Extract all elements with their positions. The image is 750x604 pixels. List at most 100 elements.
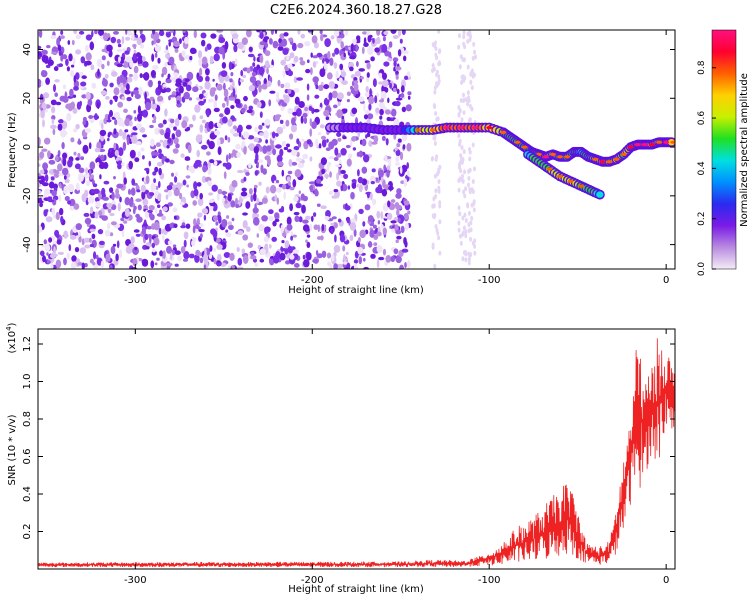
noise-speck: [407, 210, 411, 215]
noise-speck: [218, 75, 225, 84]
noise-speck: [75, 223, 83, 231]
noise-speck: [274, 194, 278, 202]
noise-speck: [78, 235, 82, 243]
noise-speck: [282, 70, 286, 78]
noise-speck: [153, 178, 157, 184]
noise-speck: [282, 48, 289, 55]
noise-speck: [113, 111, 121, 119]
noise-speck: [55, 101, 62, 106]
noise-speck: [399, 38, 403, 44]
noise-speck: [390, 255, 396, 263]
y-tick-label: -20: [22, 188, 33, 204]
noise-speck: [289, 133, 294, 140]
noise-speck: [228, 224, 234, 231]
noise-speck: [132, 44, 137, 48]
noise-speck: [399, 264, 405, 269]
noise-speck: [197, 50, 203, 59]
noise-speck: [123, 220, 128, 224]
noise-speck: [152, 171, 157, 176]
noise-speck: [333, 62, 338, 69]
noise-streak: [431, 244, 435, 250]
noise-streak: [438, 250, 442, 256]
noise-speck: [383, 61, 390, 67]
noise-speck: [103, 180, 110, 185]
noise-speck: [162, 83, 167, 88]
noise-speck: [237, 257, 243, 266]
noise-speck: [229, 252, 235, 261]
noise-speck: [154, 151, 159, 157]
noise-speck: [258, 224, 265, 232]
noise-speck: [89, 243, 94, 248]
noise-speck: [110, 36, 117, 44]
noise-speck: [126, 83, 130, 91]
noise-speck: [387, 57, 392, 61]
noise-speck: [246, 30, 252, 38]
noise-speck: [349, 55, 356, 60]
noise-speck: [258, 124, 263, 130]
noise-speck: [38, 55, 41, 60]
noise-speck: [315, 138, 319, 148]
noise-speck: [293, 88, 300, 94]
x-tick-label: -300: [124, 275, 147, 286]
noise-speck: [363, 114, 369, 120]
noise-speck: [121, 229, 125, 238]
noise-speck: [298, 216, 303, 223]
noise-speck: [363, 154, 370, 163]
noise-speck: [395, 162, 400, 166]
noise-speck: [224, 200, 228, 204]
noise-speck: [136, 123, 142, 130]
noise-speck: [345, 251, 349, 256]
trace-peak: [606, 160, 613, 164]
noise-streak: [471, 179, 475, 184]
noise-speck: [165, 194, 169, 200]
noise-speck: [387, 200, 391, 208]
noise-speck: [339, 234, 346, 243]
noise-speck: [173, 215, 177, 220]
noise-speck: [169, 76, 174, 81]
noise-speck: [288, 181, 291, 186]
noise-speck: [236, 169, 244, 174]
noise-speck: [215, 221, 219, 226]
noise-speck: [183, 239, 187, 248]
noise-speck: [93, 251, 97, 260]
noise-speck: [325, 116, 330, 121]
noise-speck: [289, 52, 295, 59]
noise-speck: [370, 181, 375, 185]
noise-speck: [164, 61, 168, 68]
noise-speck: [320, 205, 327, 209]
noise-speck: [157, 161, 163, 167]
noise-speck: [72, 128, 78, 133]
noise-speck: [40, 82, 44, 87]
noise-speck: [311, 35, 318, 44]
noise-speck: [372, 198, 377, 206]
noise-streak: [457, 205, 461, 211]
noise-speck: [336, 172, 340, 181]
noise-speck: [55, 259, 62, 269]
noise-speck: [390, 30, 397, 34]
noise-speck: [362, 221, 366, 227]
noise-speck: [131, 33, 135, 41]
noise-speck: [363, 37, 367, 45]
noise-speck: [304, 41, 311, 47]
noise-speck: [351, 179, 357, 183]
noise-speck: [137, 55, 141, 65]
noise-speck: [165, 53, 171, 59]
noise-speck: [270, 184, 277, 194]
trace-peak: [514, 140, 521, 144]
noise-speck: [235, 197, 238, 205]
noise-speck: [54, 92, 58, 97]
noise-streak: [437, 179, 441, 185]
noise-speck: [291, 246, 296, 251]
noise-speck: [225, 162, 232, 170]
noise-speck: [359, 229, 367, 239]
noise-speck: [390, 220, 397, 224]
noise-streak: [434, 188, 438, 194]
noise-speck: [384, 87, 389, 93]
noise-speck: [384, 109, 391, 115]
noise-streak: [459, 54, 463, 60]
noise-speck: [355, 44, 359, 53]
noise-speck: [221, 102, 226, 108]
noise-speck: [41, 49, 48, 55]
noise-streak: [433, 141, 437, 146]
noise-speck: [51, 189, 57, 197]
